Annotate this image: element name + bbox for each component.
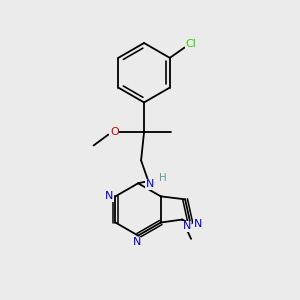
Text: N: N: [182, 221, 191, 231]
Text: N: N: [194, 219, 202, 229]
Text: O: O: [110, 127, 119, 137]
Text: N: N: [146, 179, 154, 189]
Text: H: H: [159, 172, 167, 183]
Text: N: N: [105, 191, 113, 201]
Text: N: N: [132, 237, 141, 247]
Text: Cl: Cl: [186, 40, 196, 50]
